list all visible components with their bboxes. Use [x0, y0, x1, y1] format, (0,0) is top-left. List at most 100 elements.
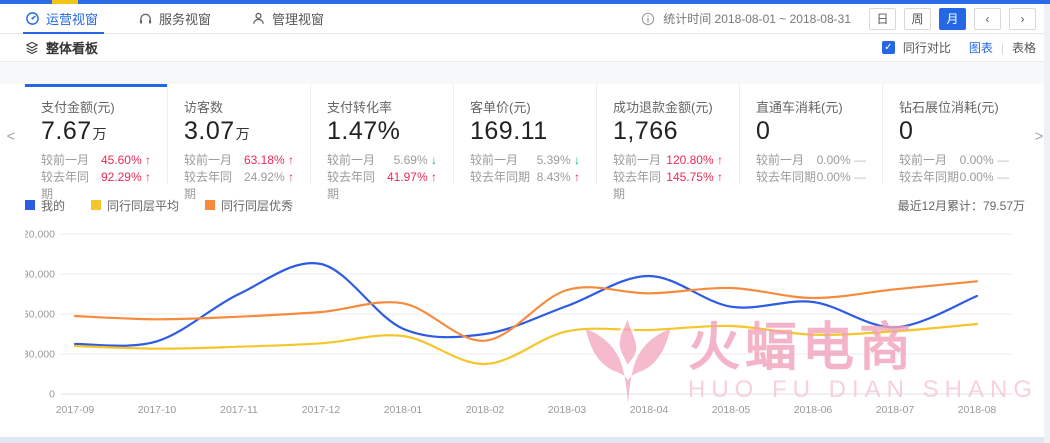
svg-text:2018-03: 2018-03: [548, 404, 587, 416]
kpi-card-conversion-rate[interactable]: 支付转化率 1.47% 较前一月 5.69% ↓ 较去年同期 41.97% ↑: [310, 84, 453, 201]
trend-arrow: ↑: [717, 153, 723, 167]
kpi-title: 直通车消耗(元): [756, 100, 843, 115]
kpi-value: 7.67万: [41, 117, 108, 145]
tab-service-view[interactable]: 服务视窗: [138, 4, 211, 33]
range-day-button[interactable]: 日: [869, 7, 896, 30]
kpi-value: 3.07万: [184, 117, 251, 145]
legend-item-peer-excellent[interactable]: 同行同层优秀: [205, 197, 293, 214]
tab-strip-highlight: [52, 0, 78, 4]
peer-compare-label: 同行对比: [902, 41, 951, 55]
kpi-compare-prev-month: 较前一月 0.00% —: [756, 153, 866, 167]
stat-time-label: 统计时间 2018-08-01 ~ 2018-08-31: [663, 12, 851, 26]
legend-swatch: [25, 200, 35, 210]
kpi-title: 客单价(元): [470, 100, 531, 115]
trend-chart-svg: 0 30,000 60,000 90,000 120,000 2017-09 2017-10…: [17, 229, 1013, 416]
svg-text:2017-10: 2017-10: [138, 404, 177, 416]
trend-arrow: ↑: [574, 170, 580, 184]
kpi-title: 钻石展位消耗(元): [899, 100, 999, 115]
tab-label: 运营视窗: [46, 12, 99, 27]
svg-text:2017-09: 2017-09: [56, 404, 95, 416]
trend-arrow: ↑: [145, 153, 151, 167]
range-month-button[interactable]: 月: [939, 7, 966, 30]
chart-legend: 我的 同行同层平均 同行同层优秀 最近12月累计：79.57万: [25, 194, 1025, 216]
view-table-link[interactable]: 表格: [1011, 41, 1036, 55]
tab-operation-view[interactable]: 运营视窗: [22, 4, 105, 34]
kpi-compare-prev-month: 较前一月 0.00% —: [899, 153, 1009, 167]
browser-top-strip: [0, 0, 1050, 4]
view-chart-link[interactable]: 图表: [968, 41, 993, 55]
kpi-card-payment-amount[interactable]: 支付金额(元) 7.67万 较前一月 45.60% ↑ 较去年同期 92.29%…: [25, 84, 167, 201]
kpi-compare-prev-month: 较前一月 5.69% ↓: [327, 153, 437, 167]
trend-arrow: ↑: [145, 170, 151, 184]
board-toolbar: 整体看板 ✓ 同行对比 图表 | 表格: [0, 34, 1050, 62]
svg-text:2018-01: 2018-01: [384, 404, 423, 416]
kpi-title: 成功退款金额(元): [613, 100, 713, 115]
peer-compare-checkbox[interactable]: ✓: [881, 41, 895, 54]
svg-text:2017-12: 2017-12: [302, 404, 341, 416]
trend-arrow: ↑: [288, 170, 294, 184]
svg-text:0: 0: [49, 389, 55, 401]
kpi-title: 访客数: [184, 100, 224, 115]
kpi-compare-prev-month: 较前一月 45.60% ↑: [41, 153, 151, 167]
cards-next-icon[interactable]: >: [1034, 128, 1044, 145]
next-period-button[interactable]: ›: [1009, 7, 1036, 30]
kpi-card-refund-amount[interactable]: 成功退款金额(元) 1,766 较前一月 120.80% ↑ 较去年同期 145…: [596, 84, 739, 201]
kpi-compare-prev-year: 较去年同期 41.97% ↑: [327, 170, 437, 201]
trend-arrow: ↑: [431, 170, 437, 184]
person-icon: [251, 11, 266, 26]
kpi-compare-prev-month: 较前一月 5.39% ↓: [470, 153, 580, 167]
kpi-card-diamond-spend[interactable]: 钻石展位消耗(元) 0 较前一月 0.00% — 较去年同期 0.00% —: [882, 84, 1025, 184]
kpi-title: 支付转化率: [327, 100, 393, 115]
prev-period-button[interactable]: ‹: [974, 7, 1001, 30]
legend-item-mine[interactable]: 我的: [25, 197, 65, 214]
legend-item-peer-average[interactable]: 同行同层平均: [91, 197, 179, 214]
svg-text:60,000: 60,000: [25, 309, 55, 321]
tab-label: 服务视窗: [159, 12, 212, 27]
board-title-label: 整体看板: [46, 41, 99, 56]
legend-swatch: [205, 200, 216, 210]
kpi-value: 1.47%: [327, 117, 401, 145]
layers-icon: [25, 41, 39, 55]
kpi-card-ztc-spend[interactable]: 直通车消耗(元) 0 较前一月 0.00% — 较去年同期 0.00% —: [739, 84, 882, 184]
trend-arrow: ↓: [431, 153, 437, 167]
trend-arrow: —: [854, 153, 866, 167]
svg-text:2017-11: 2017-11: [220, 404, 258, 416]
cards-prev-icon[interactable]: <: [6, 128, 16, 145]
trend-chart: 0 30,000 60,000 90,000 120,000 2017-09 2017-10…: [17, 220, 1025, 425]
kpi-value: 0: [756, 117, 771, 145]
svg-text:2018-06: 2018-06: [794, 404, 833, 416]
tab-manage-view[interactable]: 管理视窗: [251, 4, 324, 33]
kpi-card-visitors[interactable]: 访客数 3.07万 较前一月 63.18% ↑ 较去年同期 24.92% ↑: [167, 84, 310, 201]
kpi-compare-prev-year: 较去年同期 0.00% —: [899, 170, 1009, 184]
kpi-card-avg-order-value[interactable]: 客单价(元) 169.11 较前一月 5.39% ↓ 较去年同期 8.43% ↑: [453, 84, 596, 184]
kpi-cards-row: 支付金额(元) 7.67万 较前一月 45.60% ↑ 较去年同期 92.29%…: [25, 84, 1025, 201]
svg-text:30,000: 30,000: [25, 349, 55, 361]
trend-arrow: ↑: [288, 153, 294, 167]
svg-text:2018-07: 2018-07: [876, 404, 915, 416]
tab-label: 管理视窗: [272, 12, 325, 27]
trend-arrow: —: [997, 170, 1009, 184]
kpi-value: 1,766: [613, 117, 679, 145]
kpi-value: 169.11: [470, 117, 548, 145]
cumulative-12m-note: 最近12月累计：79.57万: [897, 198, 1025, 213]
range-week-button[interactable]: 周: [904, 7, 931, 30]
date-controls: 统计时间 2018-08-01 ~ 2018-08-31 日 周 月 ‹ ›: [641, 7, 1036, 30]
kpi-compare-prev-month: 较前一月 63.18% ↑: [184, 153, 294, 167]
info-icon[interactable]: [641, 12, 655, 26]
bottom-strip: [0, 437, 1050, 443]
headset-icon: [138, 11, 153, 26]
svg-text:2018-08: 2018-08: [958, 404, 997, 416]
kpi-compare-prev-year: 较去年同期 24.92% ↑: [184, 170, 294, 201]
svg-text:2018-05: 2018-05: [712, 404, 751, 416]
svg-text:120,000: 120,000: [25, 229, 55, 241]
kpi-compare-prev-month: 较前一月 120.80% ↑: [613, 153, 723, 167]
dashboard-panel: < > 支付金额(元) 7.67万 较前一月 45.60% ↑ 较去年同期 92…: [0, 84, 1050, 437]
scrollbar-track[interactable]: [1044, 4, 1050, 443]
kpi-compare-prev-year: 较去年同期 8.43% ↑: [470, 170, 580, 184]
main-header: 运营视窗 服务视窗 管理视窗 统计时间 2018-08-01 ~ 2018-08…: [0, 4, 1050, 34]
trend-arrow: —: [997, 153, 1009, 167]
kpi-compare-prev-year: 较去年同期 0.00% —: [756, 170, 866, 184]
gauge-icon: [25, 11, 40, 26]
board-title: 整体看板: [25, 38, 98, 57]
svg-text:2018-02: 2018-02: [466, 404, 505, 416]
